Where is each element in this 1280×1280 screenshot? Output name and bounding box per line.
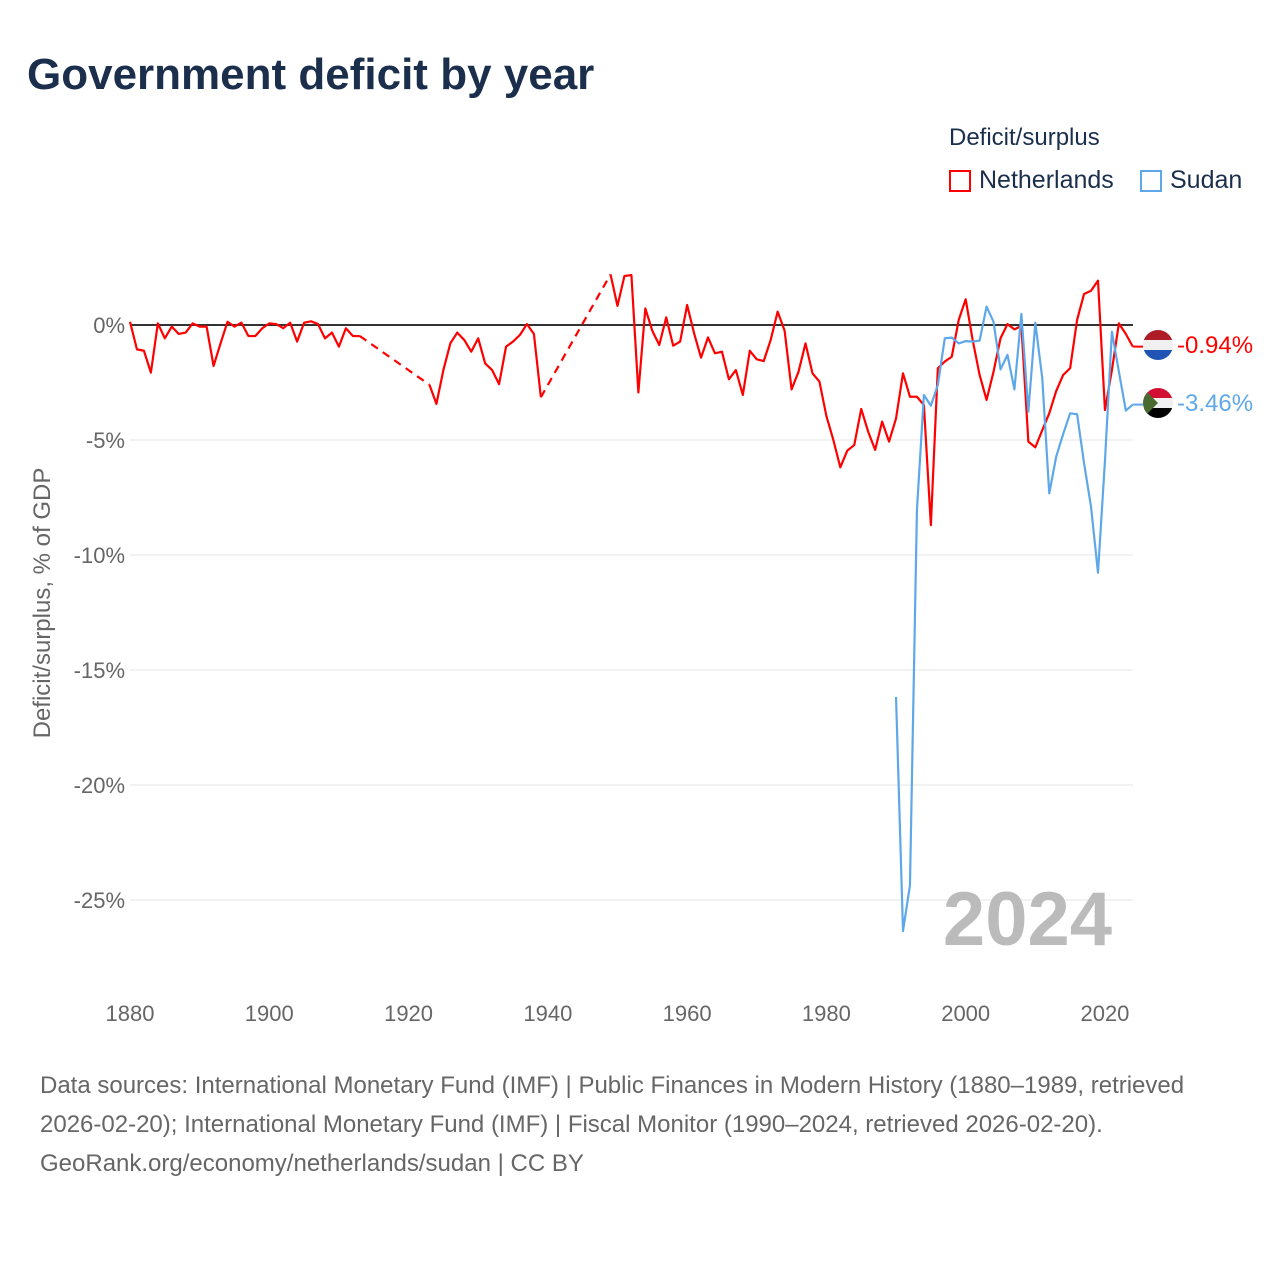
series-line-segment: [894, 305, 1134, 933]
legend-label-sudan: Sudan: [1170, 166, 1243, 194]
legend-item-netherlands[interactable]: Netherlands: [949, 166, 1114, 195]
y-tick-label: -20%: [74, 773, 125, 798]
series-line-segment: [428, 322, 542, 405]
x-tick-label: 1960: [663, 1001, 712, 1026]
legend-item-sudan[interactable]: Sudan: [1140, 166, 1242, 195]
data-sources: Data sources: International Monetary Fun…: [40, 1072, 1185, 1138]
x-tick-label: 1920: [384, 1001, 433, 1026]
y-tick-label: -5%: [86, 428, 125, 453]
series-sudan: [894, 305, 1143, 933]
sudan-flag-icon: [1143, 388, 1173, 418]
end-label-netherlands: -0.94%: [1177, 332, 1253, 359]
series-gap-bridge: [359, 335, 431, 386]
legend-label-netherlands: Netherlands: [979, 166, 1114, 194]
series-gap-bridge: [539, 273, 612, 398]
y-tick-label: -15%: [74, 658, 125, 683]
chart-title: Government deficit by year: [27, 50, 595, 99]
legend-swatch-sudan: [1140, 169, 1162, 192]
attribution-link[interactable]: GeoRank.org/economy/netherlands/sudan | …: [40, 1150, 584, 1177]
x-tick-label: 1900: [245, 1001, 294, 1026]
x-tick-label: 1940: [523, 1001, 572, 1026]
x-tick-label: 2020: [1080, 1001, 1129, 1026]
y-tick-label: 0%: [93, 313, 125, 338]
series-netherlands: [128, 273, 1143, 527]
legend-swatch-netherlands: [949, 169, 971, 192]
x-tick-label: 1980: [802, 1001, 851, 1026]
series-line-segment: [609, 273, 1134, 527]
series-line-segment: [128, 320, 360, 374]
y-tick-label: -25%: [74, 888, 125, 913]
y-tick-label: -10%: [74, 543, 125, 568]
y-axis-label: Deficit/surplus, % of GDP: [29, 468, 56, 739]
x-tick-label: 1880: [106, 1001, 155, 1026]
footer: Data sources: International Monetary Fun…: [40, 1066, 1240, 1183]
legend-title: Deficit/surplus: [949, 124, 1100, 151]
chart-plot: 0% -5% -10% -15% -20% -25% 1880 1900 1920 1940 19…: [29, 273, 1253, 1026]
end-label-sudan: -3.46%: [1177, 390, 1253, 417]
x-tick-label: 2000: [941, 1001, 990, 1026]
year-watermark: 2024: [943, 877, 1112, 962]
netherlands-flag-icon: [1143, 330, 1173, 360]
